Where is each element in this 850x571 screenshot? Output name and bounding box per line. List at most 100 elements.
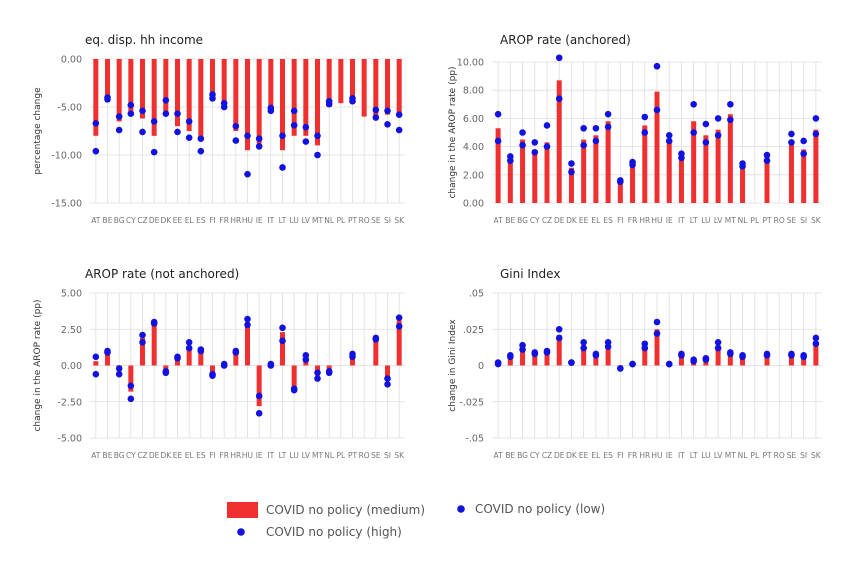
x-tick-label: RO xyxy=(359,451,370,460)
x-tick-label: IT xyxy=(267,451,274,460)
x-tick-label: CY xyxy=(530,216,540,225)
point-low xyxy=(531,148,539,156)
y-tick-label: -10.00 xyxy=(51,151,82,162)
bar-medium xyxy=(654,329,660,366)
point-low xyxy=(812,130,820,138)
bar-medium xyxy=(727,114,733,203)
point-high xyxy=(349,350,356,358)
point-high xyxy=(507,352,514,359)
y-tick-label: 4.00 xyxy=(463,142,484,153)
point-high xyxy=(665,360,673,368)
x-tick-label: ES xyxy=(196,216,206,225)
point-low xyxy=(788,139,795,146)
point-high xyxy=(104,347,111,355)
point-high xyxy=(220,360,228,368)
y-tick-label: -2.50 xyxy=(57,397,82,408)
bar-medium xyxy=(581,139,587,203)
x-tick-label: EL xyxy=(591,216,601,225)
x-tick-label: EE xyxy=(173,216,183,225)
x-tick-label: CZ xyxy=(137,216,147,225)
bar-medium xyxy=(666,139,672,203)
bar-medium xyxy=(315,59,320,146)
x-tick-label: RO xyxy=(359,216,370,225)
point-high xyxy=(127,110,135,118)
point-low xyxy=(232,122,240,130)
point-high xyxy=(92,147,100,155)
x-tick-label: SK xyxy=(811,216,822,225)
point-high xyxy=(209,372,216,379)
bar-medium xyxy=(303,59,309,136)
y-tick-label: .05 xyxy=(469,289,484,300)
x-tick-label: PL xyxy=(750,451,760,460)
bar-medium xyxy=(788,355,794,366)
point-high xyxy=(739,160,746,167)
bar-medium xyxy=(280,59,285,151)
x-tick-label: ES xyxy=(603,216,613,225)
point-high xyxy=(162,369,170,377)
point-high xyxy=(519,341,526,349)
x-tick-label: PL xyxy=(336,451,346,460)
bar-medium xyxy=(617,183,623,203)
point-low xyxy=(197,135,205,142)
bar-medium xyxy=(186,59,192,131)
point-low xyxy=(92,120,100,127)
point-high xyxy=(267,107,275,115)
x-tick-label: FR xyxy=(628,216,638,225)
point-high xyxy=(255,143,263,150)
x-tick-label: HU xyxy=(242,216,253,225)
bar-medium xyxy=(605,121,611,203)
point-high xyxy=(279,164,286,171)
point-high xyxy=(220,103,228,111)
x-tick-label: FI xyxy=(617,451,624,460)
point-high xyxy=(314,151,321,159)
point-high xyxy=(555,325,563,333)
x-tick-label: BE xyxy=(103,216,113,225)
bar-medium xyxy=(128,365,134,392)
point-low xyxy=(555,334,563,342)
y-tick-label: -.025 xyxy=(459,397,484,408)
point-high xyxy=(494,110,502,118)
point-high xyxy=(739,352,746,359)
point-low xyxy=(568,168,575,176)
point-high xyxy=(139,331,146,339)
bar-medium xyxy=(210,59,215,98)
point-low xyxy=(314,132,321,140)
x-tick-label: CY xyxy=(530,451,540,460)
bar-medium xyxy=(764,156,770,203)
bar-medium xyxy=(581,345,587,366)
point-low xyxy=(690,129,697,136)
x-tick-label: BG xyxy=(517,216,528,225)
legend-swatch-high xyxy=(237,528,245,536)
y-axis-label: change in the AROP rate (pp) xyxy=(33,299,43,431)
bar-medium xyxy=(593,135,599,203)
point-low xyxy=(727,116,734,124)
point-low xyxy=(150,118,158,125)
point-low xyxy=(665,137,673,145)
point-high xyxy=(174,353,181,361)
x-tick-label: RO xyxy=(774,216,785,225)
x-tick-label: CY xyxy=(126,216,136,225)
bar-medium xyxy=(715,129,721,203)
y-tick-label: 0.00 xyxy=(463,199,484,210)
bar-medium xyxy=(233,351,239,366)
point-low xyxy=(494,137,502,145)
point-low xyxy=(255,392,263,400)
point-low xyxy=(384,375,391,382)
x-tick-label: CZ xyxy=(137,451,147,460)
point-high xyxy=(788,350,795,358)
x-tick-label: CY xyxy=(126,451,136,460)
point-high xyxy=(372,114,380,121)
point-high xyxy=(702,354,710,362)
bar-medium xyxy=(642,346,648,366)
point-high xyxy=(325,100,333,108)
point-high xyxy=(115,370,123,378)
x-tick-label: LV xyxy=(714,451,723,460)
x-tick-label: EL xyxy=(591,451,601,460)
x-tick-label: LU xyxy=(290,216,299,225)
point-high xyxy=(302,356,310,364)
bar-medium xyxy=(163,365,169,370)
bar-medium xyxy=(520,348,526,366)
panel-title: Gini Index xyxy=(500,267,560,281)
chart-panel: eq. disp. hh income percentage change 0.00… xyxy=(33,33,405,225)
bar-medium xyxy=(396,320,402,366)
